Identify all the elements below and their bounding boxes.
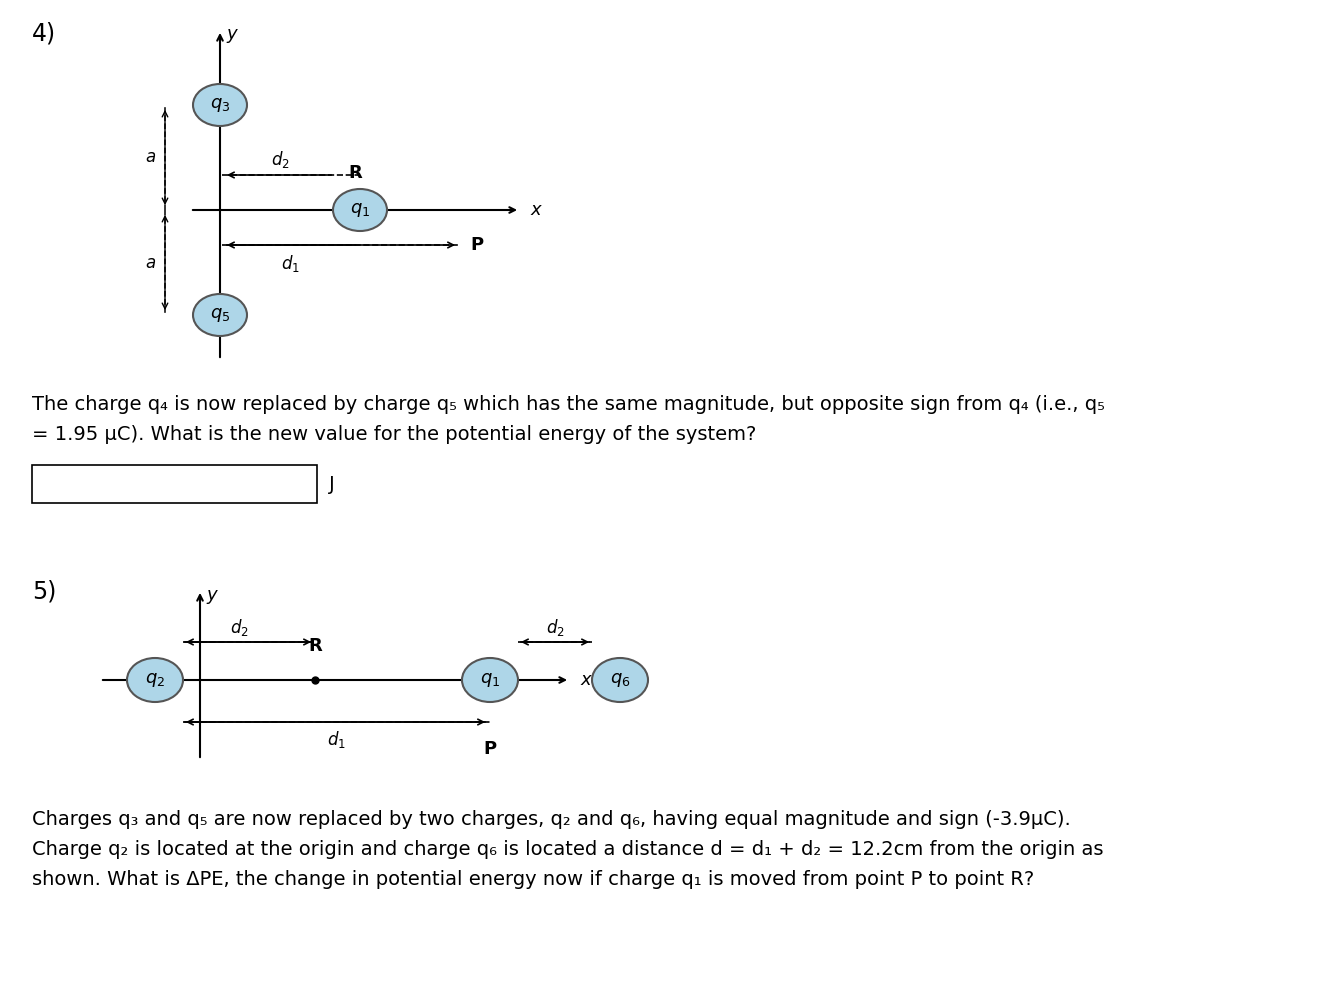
Text: $q_1$: $q_1$ xyxy=(480,671,500,689)
Ellipse shape xyxy=(193,84,247,126)
Text: shown. What is ΔPE, the change in potential energy now if charge q₁ is moved fro: shown. What is ΔPE, the change in potent… xyxy=(32,870,1035,889)
Text: $d_1$: $d_1$ xyxy=(327,729,346,751)
Text: $d_1$: $d_1$ xyxy=(281,253,300,274)
Text: $q_2$: $q_2$ xyxy=(145,671,165,689)
Ellipse shape xyxy=(193,294,247,336)
Text: y: y xyxy=(226,25,236,43)
Text: Charges q₃ and q₅ are now replaced by two charges, q₂ and q₆, having equal magni: Charges q₃ and q₅ are now replaced by tw… xyxy=(32,810,1071,829)
Text: x: x xyxy=(579,671,590,689)
Text: The charge q₄ is now replaced by charge q₅ which has the same magnitude, but opp: The charge q₄ is now replaced by charge … xyxy=(32,395,1105,414)
Ellipse shape xyxy=(127,658,183,702)
Ellipse shape xyxy=(591,658,648,702)
Text: P: P xyxy=(470,236,483,254)
Text: P: P xyxy=(483,740,496,758)
Text: $q_1$: $q_1$ xyxy=(350,201,370,219)
Text: a: a xyxy=(145,254,156,272)
Text: 4): 4) xyxy=(32,22,57,46)
FancyBboxPatch shape xyxy=(32,465,317,503)
Text: R: R xyxy=(348,164,362,182)
Text: $q_3$: $q_3$ xyxy=(210,96,230,114)
Text: $q_5$: $q_5$ xyxy=(210,306,230,324)
Text: $q_6$: $q_6$ xyxy=(610,671,631,689)
Text: Charge q₂ is located at the origin and charge q₆ is located a distance d = d₁ + : Charge q₂ is located at the origin and c… xyxy=(32,840,1104,859)
Text: $d_2$: $d_2$ xyxy=(271,150,289,171)
Text: $d_2$: $d_2$ xyxy=(545,616,565,638)
Text: a: a xyxy=(145,149,156,167)
Ellipse shape xyxy=(333,189,387,231)
Text: $d_2$: $d_2$ xyxy=(230,616,248,638)
Text: R: R xyxy=(308,637,322,655)
Ellipse shape xyxy=(462,658,517,702)
Text: 5): 5) xyxy=(32,580,57,604)
Text: = 1.95 μC). What is the new value for the potential energy of the system?: = 1.95 μC). What is the new value for th… xyxy=(32,425,756,444)
Text: y: y xyxy=(206,586,216,604)
Text: x: x xyxy=(531,201,541,219)
Text: J: J xyxy=(329,474,335,493)
